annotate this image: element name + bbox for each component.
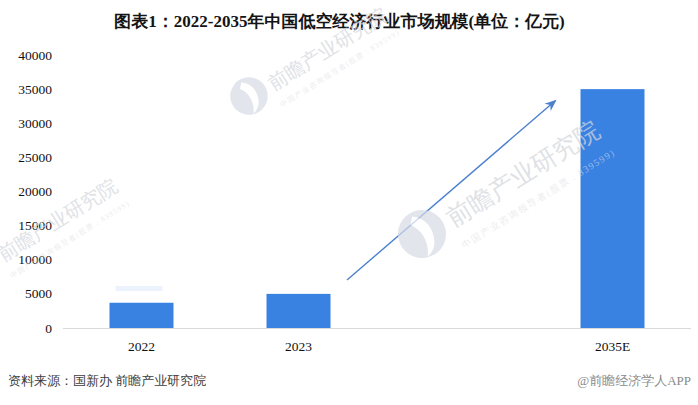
bar-2023	[267, 294, 331, 328]
y-tick-label: 20000	[18, 184, 52, 199]
x-tick-label: 2023	[285, 339, 312, 354]
growth-arrow	[347, 101, 555, 280]
y-tick-label: 0	[45, 321, 52, 336]
ghost-bar-artifact	[116, 286, 163, 291]
bar-2022	[110, 303, 174, 328]
chart-canvas: 图表1：2022-2035年中国低空经济行业市场规模(单位：亿元) 050001…	[0, 0, 698, 405]
bar-chart: 0500010000150002000025000300003500040000…	[0, 0, 698, 405]
x-tick-label: 2035E	[595, 339, 630, 354]
y-tick-label: 35000	[18, 82, 52, 97]
y-tick-label: 40000	[18, 48, 52, 63]
x-tick-label: 2022	[128, 339, 155, 354]
y-tick-label: 5000	[25, 286, 52, 301]
y-tick-label: 25000	[18, 150, 52, 165]
watermark-top: 前瞻产业研究院中国产业咨询领导者(股票：839599)	[223, 0, 401, 131]
source-note: 资料来源：国新办 前瞻产业研究院	[8, 372, 206, 390]
y-tick-label: 30000	[18, 116, 52, 131]
credit-note: @前瞻经济学人APP	[577, 372, 691, 390]
